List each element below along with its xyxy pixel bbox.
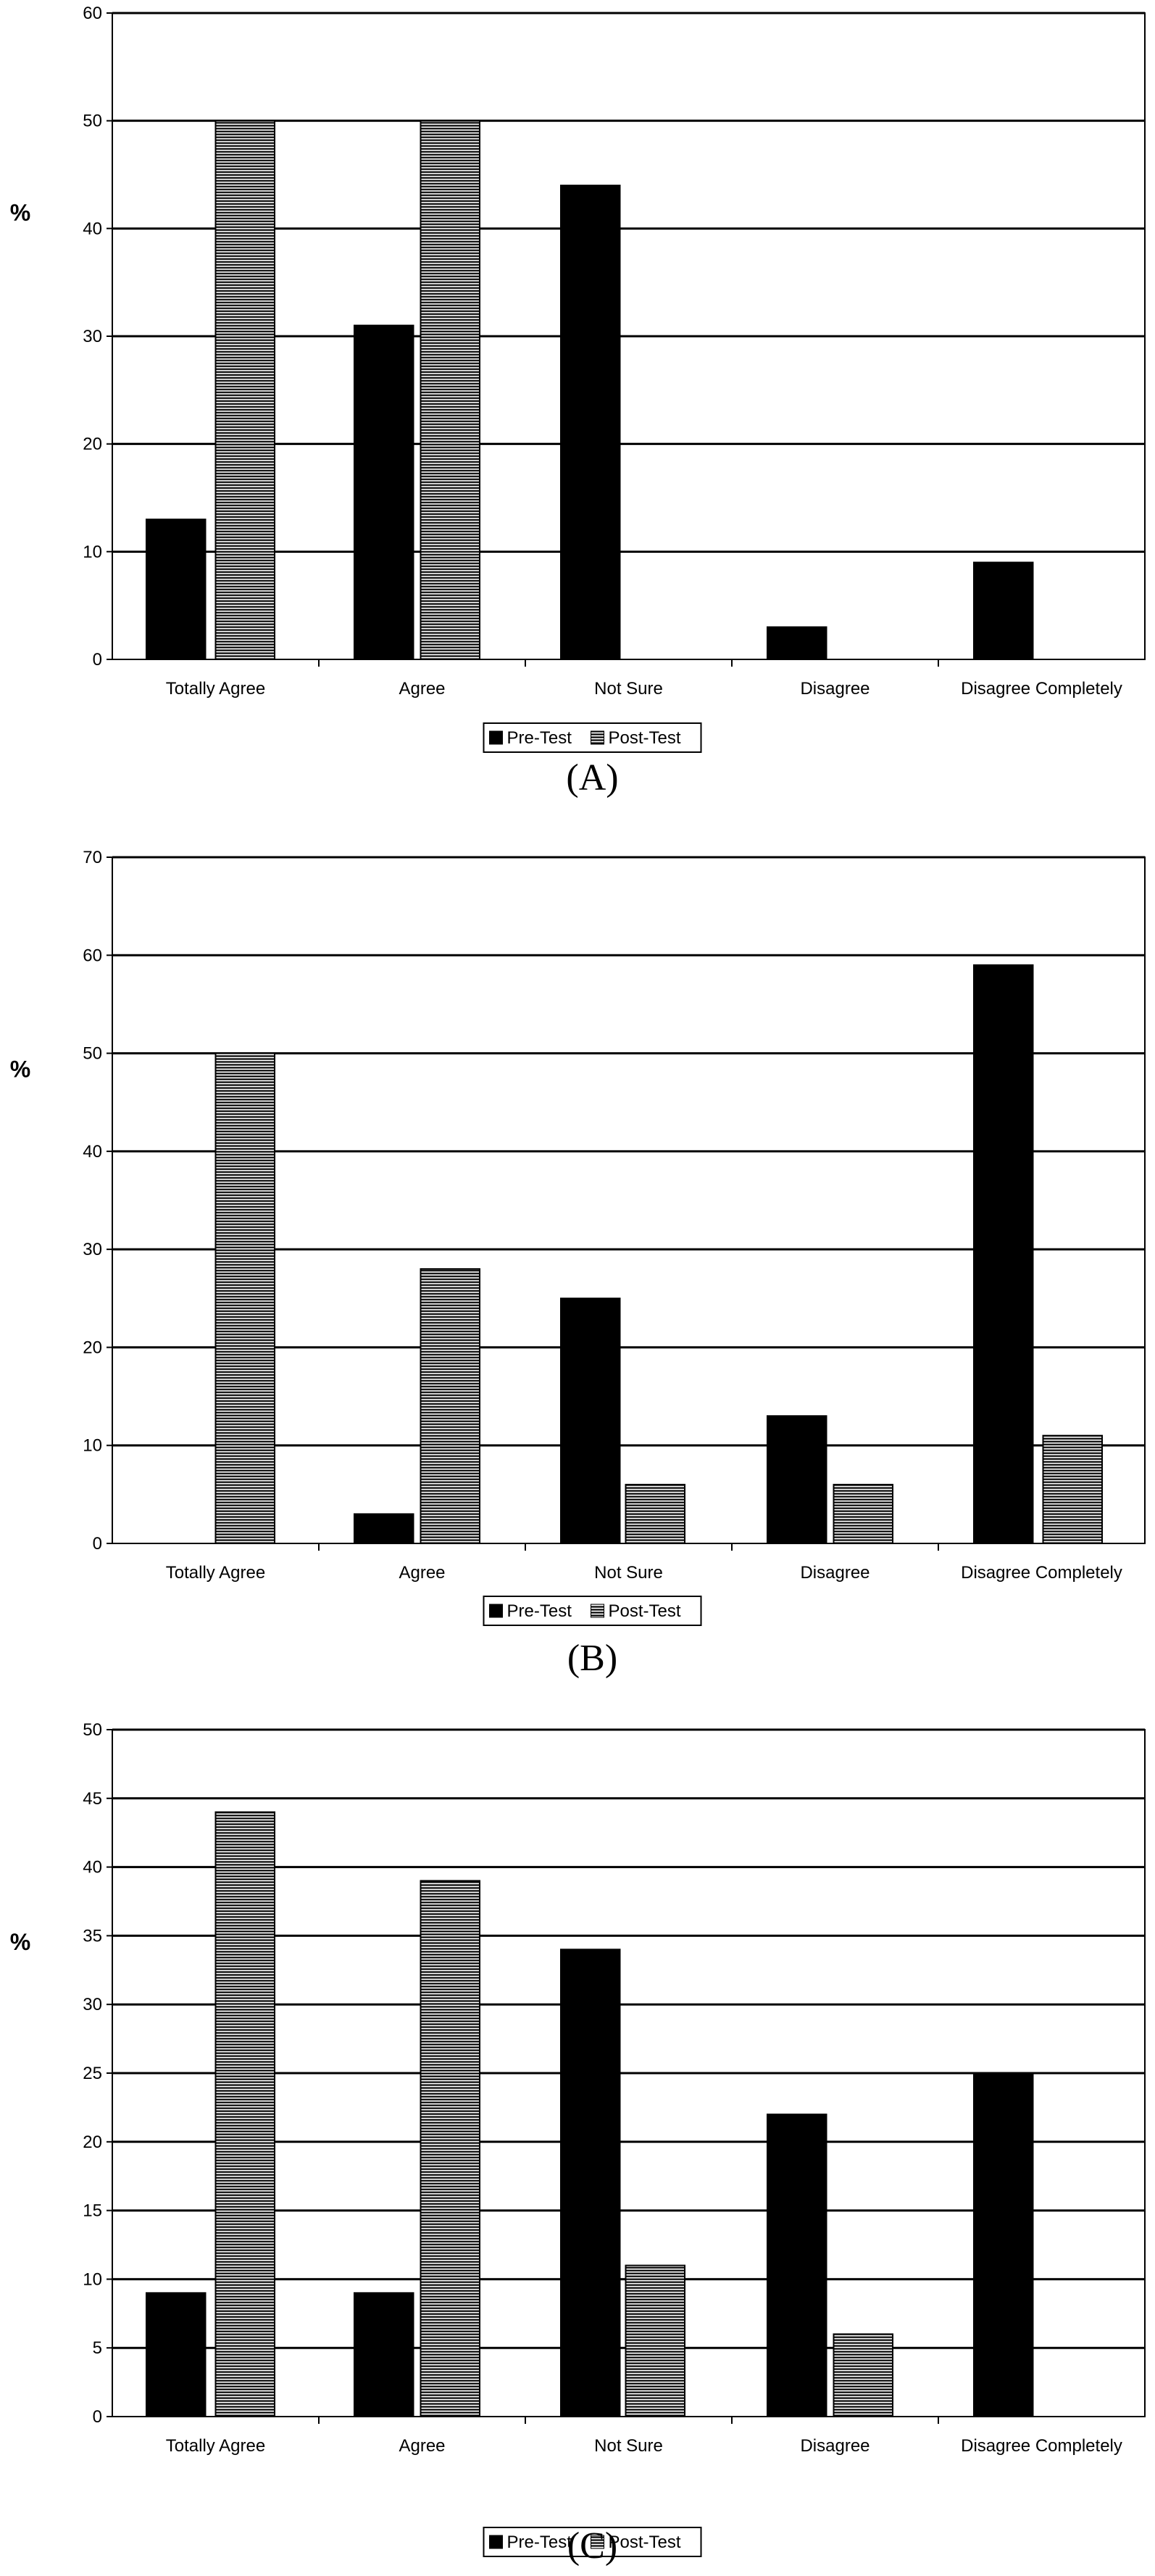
y-tick-label: 45 — [83, 1789, 102, 1809]
y-tick-label: 0 — [93, 2407, 102, 2427]
x-category-label: Not Sure — [594, 2436, 663, 2456]
x-category-label: Disagree — [800, 2436, 870, 2456]
bar-pre-test — [559, 1297, 621, 1545]
bar-pre-test — [972, 964, 1034, 1545]
bar-pre-test — [766, 1415, 827, 1544]
y-tick-label: 5 — [93, 2338, 102, 2358]
x-category-label: Disagree Completely — [961, 1563, 1122, 1583]
bar-pre-test — [766, 2113, 827, 2417]
bar-post-test — [420, 120, 481, 660]
chart-b: 0 10 20 30 40 50 60 70% Totally Agree Agree Not Su… — [10, 848, 1146, 1679]
x-category-label: Agree — [399, 2436, 445, 2456]
x-category-label: Totally Agree — [166, 1563, 265, 1583]
bar-pre-test — [972, 2072, 1034, 2417]
legend-swatch-post-test — [591, 1604, 604, 1618]
x-category-label: Not Sure — [594, 679, 663, 699]
bar-pre-test — [353, 2292, 414, 2418]
legend-swatch-pre-test — [489, 2535, 503, 2549]
x-category-label: Disagree — [800, 679, 870, 699]
x-category-label: Totally Agree — [166, 2436, 265, 2456]
bar-post-test — [833, 1483, 894, 1545]
x-category-label: Agree — [399, 1563, 445, 1583]
y-axis-label: % — [10, 1056, 30, 1083]
legend-swatch-pre-test — [489, 730, 503, 745]
y-axis-label: % — [10, 200, 30, 226]
y-tick-label: 60 — [83, 4, 102, 23]
bar-pre-test — [353, 325, 414, 660]
legend-swatch-post-test — [591, 2535, 604, 2549]
legend-label-pre-test: Pre-Test — [507, 1601, 572, 1621]
y-tick-label: 10 — [83, 542, 102, 562]
x-category-label: Agree — [399, 679, 445, 699]
x-category-label: Disagree Completely — [961, 2436, 1122, 2456]
bar-post-test — [833, 2333, 894, 2417]
y-tick-label: 0 — [93, 1534, 102, 1554]
y-axis-label: % — [10, 1929, 30, 1955]
bar-post-test — [214, 120, 276, 660]
x-category-label: Disagree Completely — [961, 679, 1122, 699]
y-tick-label: 25 — [83, 2064, 102, 2083]
bar-post-test — [420, 1880, 481, 2418]
y-tick-label: 50 — [83, 112, 102, 131]
chart-c: 0 5 10 15 20 25 30 35 40 45 50% Totally Agree Agree N… — [10, 1720, 1146, 2567]
bar-post-test — [625, 2264, 686, 2417]
panel-label: (C) — [567, 2525, 617, 2567]
x-category-label: Totally Agree — [166, 679, 265, 699]
bar-pre-test — [145, 2292, 207, 2418]
y-tick-label: 40 — [83, 1858, 102, 1877]
bar-post-test — [214, 1811, 276, 2417]
y-tick-label: 40 — [83, 1142, 102, 1162]
bar-pre-test — [353, 1513, 414, 1545]
y-tick-label: 10 — [83, 2269, 102, 2289]
bar-pre-test — [559, 1948, 621, 2418]
y-tick-label: 40 — [83, 219, 102, 238]
legend-label-pre-test: Pre-Test — [507, 2533, 572, 2552]
y-tick-label: 20 — [83, 435, 102, 454]
y-tick-label: 20 — [83, 1338, 102, 1357]
y-tick-label: 50 — [83, 1044, 102, 1064]
bar-pre-test — [766, 626, 827, 661]
y-tick-label: 50 — [83, 1720, 102, 1740]
legend-swatch-post-test — [591, 730, 604, 745]
bar-pre-test — [145, 518, 207, 660]
legend-label-post-test: Post-Test — [609, 728, 681, 748]
y-tick-label: 15 — [83, 2201, 102, 2221]
chart-a: 0 10 20 30 40 50 60% Totally Agree Agree Not Sure… — [10, 4, 1146, 799]
y-tick-label: 35 — [83, 1926, 102, 1946]
panel-label: (B) — [567, 1638, 617, 1679]
legend-label-post-test: Post-Test — [609, 2533, 681, 2552]
y-tick-label: 30 — [83, 1995, 102, 2014]
bar-pre-test — [559, 184, 621, 661]
x-category-label: Disagree — [800, 1563, 870, 1583]
panel-label: (A) — [566, 757, 618, 799]
y-tick-label: 10 — [83, 1436, 102, 1456]
y-tick-label: 70 — [83, 848, 102, 867]
legend-label-pre-test: Pre-Test — [507, 728, 572, 748]
bar-post-test — [420, 1268, 481, 1544]
bar-post-test — [1042, 1435, 1104, 1544]
y-tick-label: 60 — [83, 946, 102, 965]
legend-label-post-test: Post-Test — [609, 1601, 681, 1621]
bar-post-test — [214, 1052, 276, 1544]
y-tick-label: 0 — [93, 650, 102, 670]
y-tick-label: 20 — [83, 2133, 102, 2152]
y-tick-label: 30 — [83, 1240, 102, 1259]
x-category-label: Not Sure — [594, 1563, 663, 1583]
y-tick-label: 30 — [83, 327, 102, 346]
bar-post-test — [625, 1483, 686, 1545]
legend-swatch-pre-test — [489, 1604, 503, 1618]
bar-pre-test — [972, 562, 1034, 661]
